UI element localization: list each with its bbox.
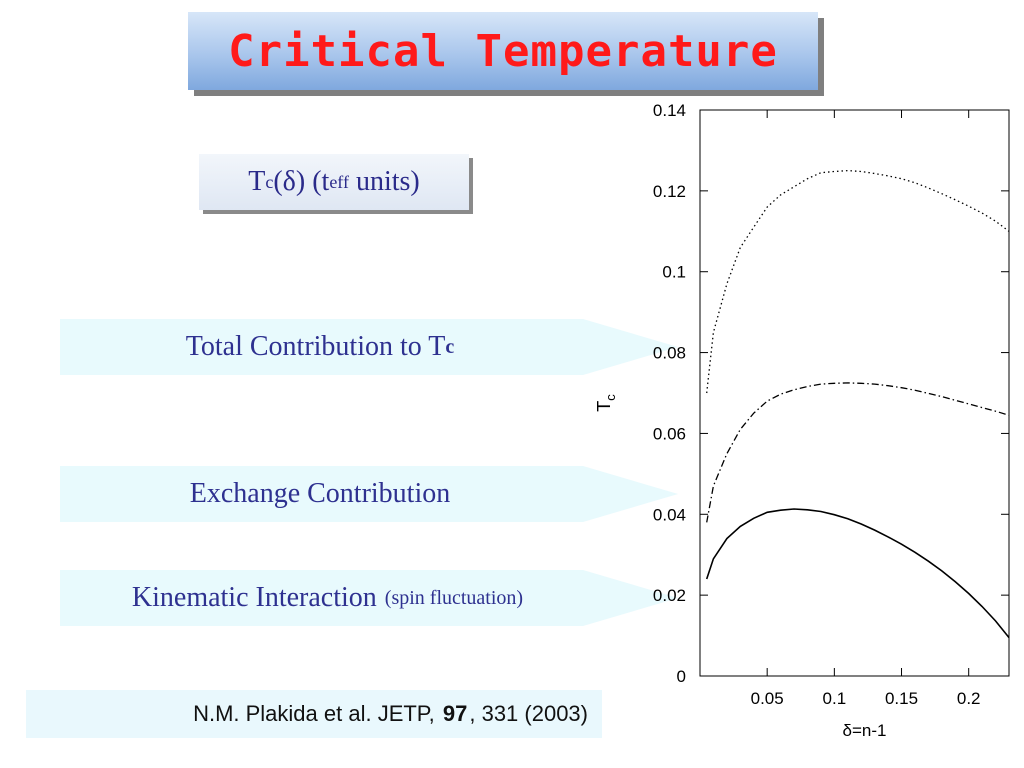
label-total-text: Total Contribution to T	[185, 331, 446, 362]
y-tick-label: 0.14	[653, 101, 686, 120]
tc-symbol: T	[248, 166, 266, 197]
arrow-exchange-shape	[60, 466, 678, 522]
tc-chart: 0 0.02 0.04 0.06 0.08 0.1 0.12 0.14 0.05 0.1 0.15 0…	[594, 101, 1010, 740]
citation-volume: 97	[442, 701, 468, 726]
y-tick-label: 0.06	[653, 424, 686, 443]
y-axis-label-sub: c	[603, 394, 618, 401]
arrow-kinematic-shape	[60, 570, 678, 626]
y-tick-label: 0	[677, 667, 686, 686]
tc-units-text: units)	[348, 166, 420, 197]
y-tick-label: 0.1	[662, 263, 686, 282]
y-tick-label: 0.12	[653, 182, 686, 201]
label-kinematic-small: (spin fluctuation)	[384, 586, 524, 609]
arrow-kinematic-interaction: Kinematic Interaction (spin fluctuation)	[60, 570, 680, 626]
label-exchange-text: Exchange Contribution	[189, 478, 451, 509]
x-tick-label: 0.05	[751, 689, 784, 708]
series-line-dash-dot	[706, 382, 1010, 523]
series-line-solid	[705, 508, 1010, 639]
y-tick-label: 0.08	[653, 344, 686, 363]
citation-suffix: , 331 (2003)	[469, 701, 588, 726]
arrow-total-shape	[60, 319, 678, 375]
y-tick-label: 0.02	[653, 586, 686, 605]
x-tick-label: 0.2	[957, 689, 981, 708]
x-tick-label: 0.15	[885, 689, 918, 708]
x-axis-label: δ=n-1	[843, 721, 887, 740]
label-exchange-contribution: Exchange Contribution	[60, 466, 580, 522]
arrow-exchange-contribution: Exchange Contribution	[60, 466, 680, 522]
title-banner: Critical Temperature	[188, 12, 818, 90]
label-total-sub: c	[445, 335, 455, 358]
series-line-dotted	[706, 169, 1010, 394]
label-kinematic-text: Kinematic Interaction	[131, 582, 377, 613]
citation-prefix: N.M. Plakida et al. JETP,	[193, 701, 441, 726]
teff-subscript: eff	[329, 171, 349, 192]
citation-box: N.M. Plakida et al. JETP, 97, 331 (2003)	[26, 690, 602, 738]
y-axis-label: Tc	[594, 394, 618, 412]
y-tick-label: 0.04	[653, 505, 686, 524]
x-tick-label: 0.1	[823, 689, 847, 708]
tc-delta-text: (δ) (t	[273, 166, 330, 197]
label-kinematic-interaction: Kinematic Interaction (spin fluctuation)	[60, 570, 595, 626]
plot-frame	[699, 109, 1010, 677]
slide-title: Critical Temperature	[228, 25, 778, 77]
tc-subscript: c	[265, 171, 274, 192]
